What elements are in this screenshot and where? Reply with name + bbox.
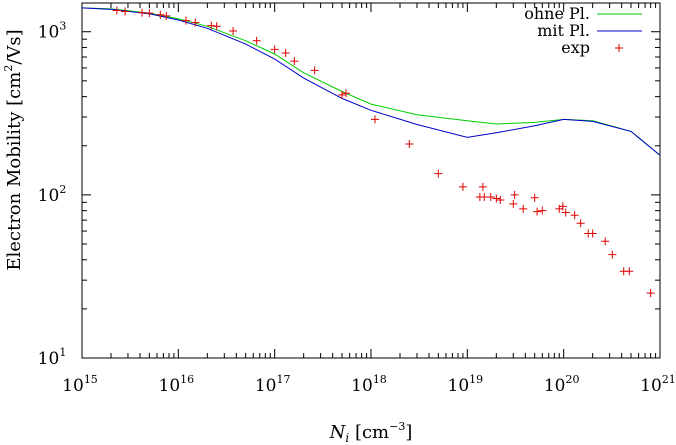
data-point-exp [270,45,279,54]
data-point-exp [121,7,130,16]
data-point-exp [370,115,379,124]
x-tick-label: 1020 [544,373,580,396]
data-point-exp [458,182,467,191]
x-axis-label-sub: i [345,431,349,445]
data-point-exp [608,250,617,259]
y-tick-label: 102 [38,183,67,206]
data-point-exp [229,27,238,36]
data-point-exp [310,66,319,75]
data-point-exp [588,229,597,238]
y-axis-label-tail: /Vs] [4,29,25,64]
x-tick-label-base: 10 [351,376,373,396]
x-tick-label-base: 10 [640,376,662,396]
data-point-exp [207,21,216,30]
data-point-exp [625,267,634,276]
y-tick-label-base: 10 [38,23,60,43]
data-point-exp [212,22,221,31]
data-point-exp [646,289,655,298]
x-tick-label-exp: 20 [565,373,579,386]
data-point-exp [156,10,165,19]
y-tick-label-base: 10 [38,349,60,369]
data-point-exp [138,8,147,17]
x-axis-label-unit: [cm [349,422,389,443]
legend-swatch-exp [615,44,623,52]
y-tick-label-exp: 3 [59,20,66,33]
x-tick-label: 1018 [351,373,387,396]
x-axis-label-unit-close: ] [405,422,412,443]
legend-label-ohne-pl: ohne Pl. [524,4,590,23]
data-point-exp [538,206,547,215]
series-layer [81,6,661,298]
data-point-exp [533,207,542,216]
y-axis-label-text: Electron Mobility [cm [4,72,25,271]
y-tick-label-exp: 2 [59,183,66,196]
data-point-exp [281,49,290,58]
x-tick-label-exp: 18 [373,373,387,386]
data-point-exp [181,16,190,25]
x-tick-label-base: 10 [448,376,470,396]
data-point-exp [601,237,610,246]
data-point-exp [338,90,347,99]
y-axis-label: Electron Mobility [cm2/Vs] [2,29,25,270]
series-line-mit-pl [81,7,661,156]
y-tick-label-exp: 1 [59,346,66,359]
x-tick-label: 1015 [62,373,98,396]
data-point-exp [434,169,443,178]
x-tick-label: 1019 [448,373,484,396]
data-point-exp [576,219,585,228]
y-tick-label-base: 10 [38,186,60,206]
y-tick-label: 103 [38,20,67,43]
y-axis-label-sup: 2 [2,65,15,72]
legend: ohne Pl.mit Pl.exp [524,4,642,57]
x-tick-label-base: 10 [62,376,84,396]
legend-label-mit-pl: mit Pl. [537,21,590,40]
data-point-exp [492,194,501,203]
x-tick-label-exp: 21 [662,373,676,386]
data-point-exp [341,89,350,98]
data-point-exp [558,202,567,211]
data-point-exp [519,204,528,213]
x-axis-label-base: N [329,422,347,443]
data-point-exp [510,190,519,199]
data-point-exp [162,11,171,20]
data-point-exp [252,36,261,45]
x-tick-label-base: 10 [159,376,181,396]
x-tick-label-exp: 17 [276,373,290,386]
data-point-exp [509,199,518,208]
data-point-exp [145,9,154,18]
x-tick-label: 1016 [159,373,195,396]
x-tick-label-base: 10 [255,376,277,396]
data-point-exp [290,57,299,66]
y-tick-label: 101 [38,346,67,369]
data-point-exp [486,193,495,202]
x-tick-label: 1021 [640,373,676,396]
data-point-exp [191,18,200,27]
data-point-exp [112,6,121,15]
x-tick-label-base: 10 [544,376,566,396]
data-point-exp [561,208,570,217]
x-tick-label-exp: 19 [469,373,483,386]
x-tick-label-exp: 16 [180,373,194,386]
data-point-exp [405,140,414,149]
data-point-exp [496,196,505,205]
x-axis-label: Ni [cm−3] [329,420,413,445]
data-point-exp [570,211,579,220]
x-axis-label-unit-exp: −3 [389,420,405,433]
x-tick-label-exp: 15 [84,373,98,386]
data-point-exp [530,193,539,202]
data-point-exp [478,182,487,191]
x-tick-label: 1017 [255,373,291,396]
legend-label-exp: exp [561,38,590,57]
